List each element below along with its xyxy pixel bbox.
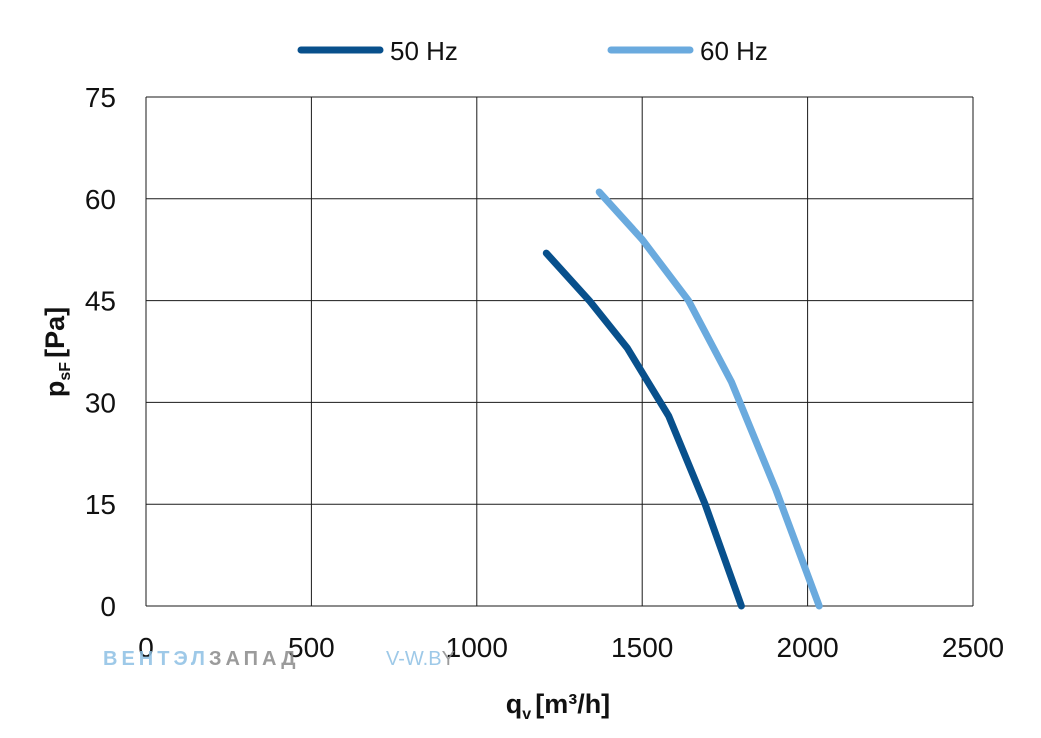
y-tick-label-0: 0: [100, 591, 116, 622]
legend-label-60-hz: 60 Hz: [700, 36, 768, 66]
x-axis-title-main: q: [506, 689, 523, 719]
watermark-brand-part2: ЗАПАД: [208, 648, 300, 670]
y-tick-labels: 0 15 30 45 60 75: [85, 82, 116, 622]
y-tick-label-15: 15: [85, 489, 116, 520]
x-tick-label-500: 500: [288, 632, 335, 663]
series-line-50-hz: [542, 249, 745, 610]
watermark-brand-part1: ВЕНТЭЛ: [103, 648, 209, 670]
x-axis-title-sub: v: [522, 706, 531, 723]
x-axis-title: qv [m³/h]: [506, 689, 610, 723]
grid-lines: [145, 96, 974, 607]
watermark-brand: ВЕНТЭЛЗАПАД: [103, 648, 299, 671]
series-lines: [542, 188, 823, 610]
x-axis-title-unit: [m³/h]: [535, 689, 610, 719]
y-tick-label-75: 75: [85, 82, 116, 113]
y-tick-label-60: 60: [85, 184, 116, 215]
watermark-url-part2: Y: [441, 648, 455, 670]
legend: 50 Hz 60 Hz: [297, 36, 768, 66]
x-tick-label-1000: 1000: [446, 632, 508, 663]
legend-label-50-hz: 50 Hz: [390, 36, 458, 66]
y-axis-title-main: p: [40, 381, 70, 398]
x-tick-label-1500: 1500: [611, 632, 673, 663]
y-tick-label-45: 45: [85, 286, 116, 317]
watermark-url-part1: V-W.B: [386, 648, 442, 670]
x-tick-label-2000: 2000: [776, 632, 838, 663]
x-tick-labels: 0 500 1000 1500 2000 2500: [138, 632, 1004, 663]
x-tick-label-0: 0: [138, 632, 154, 663]
y-axis-title: psF [Pa]: [40, 307, 74, 397]
watermark-url: V-W.BY: [386, 648, 455, 671]
x-tick-label-2500: 2500: [942, 632, 1004, 663]
y-axis-title-sub: sF: [57, 362, 74, 381]
y-axis-title-unit: [Pa]: [40, 307, 70, 358]
series-line-60-hz: [595, 188, 823, 610]
y-tick-label-30: 30: [85, 387, 116, 418]
